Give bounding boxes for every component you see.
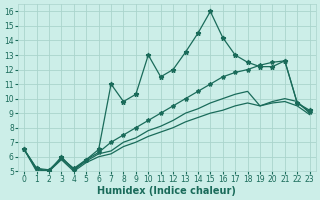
X-axis label: Humidex (Indice chaleur): Humidex (Indice chaleur): [98, 186, 236, 196]
